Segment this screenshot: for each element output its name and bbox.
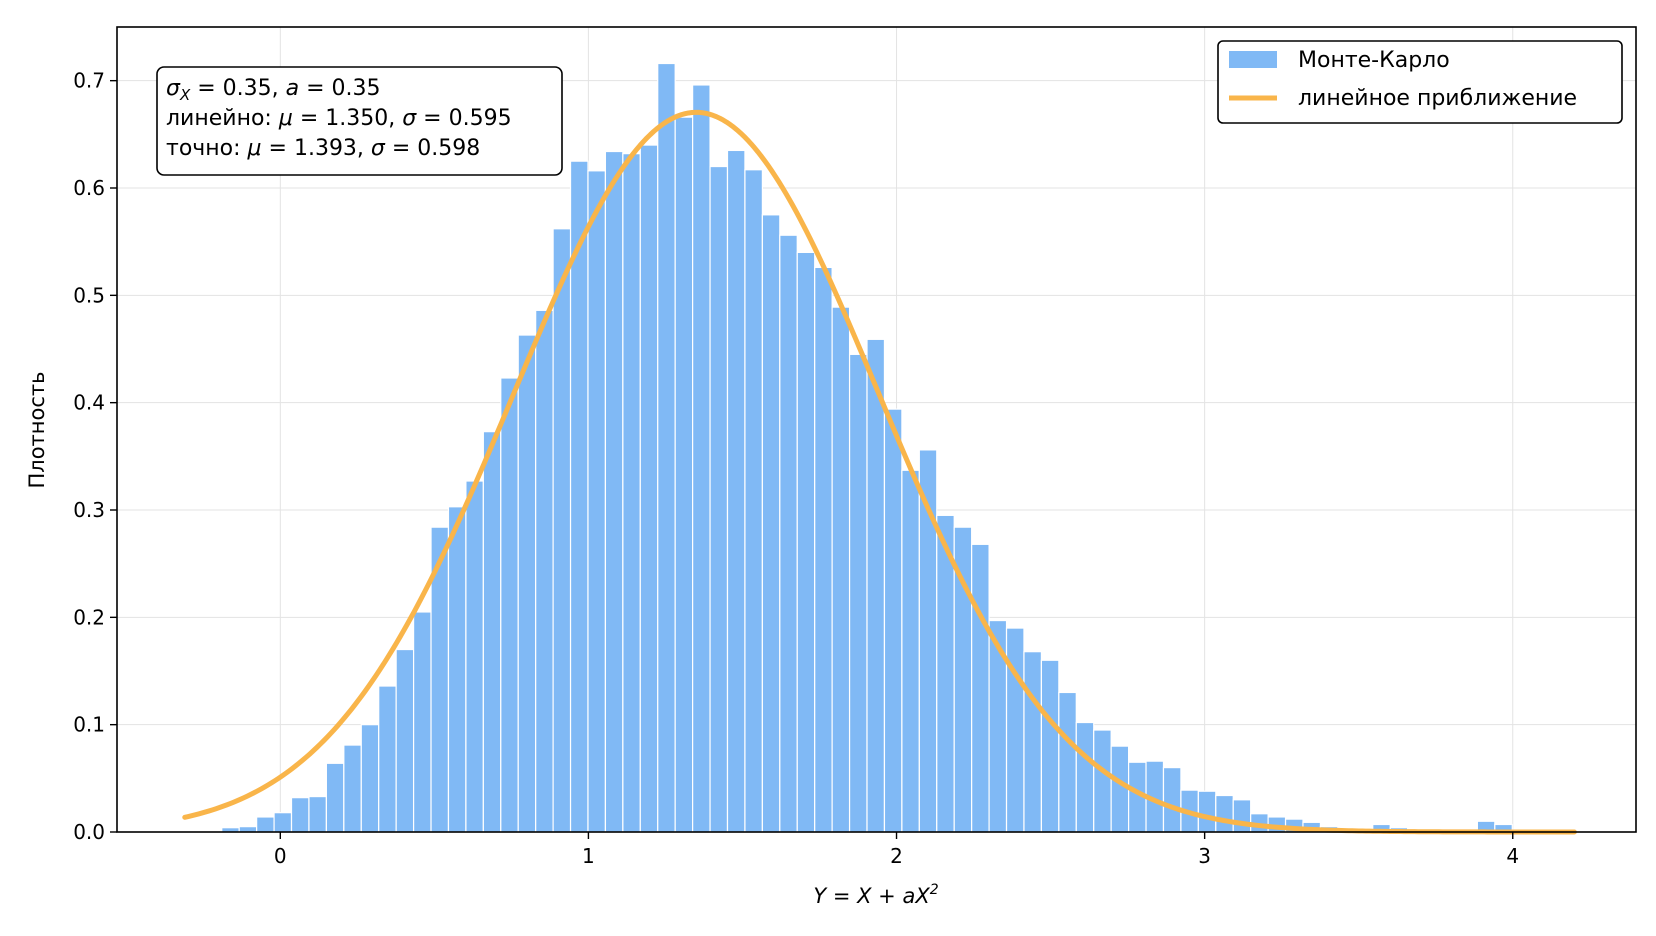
histogram-bar bbox=[709, 165, 729, 833]
y-tick-label: 0.4 bbox=[73, 391, 105, 415]
annotation-line-2: линейно: μ = 1.350, σ = 0.595 bbox=[166, 106, 512, 131]
histogram-bar bbox=[639, 144, 659, 833]
x-axis-ticks: 0 1 2 3 4 bbox=[274, 832, 1519, 868]
histogram-bar bbox=[779, 234, 798, 833]
x-tick-label: 4 bbox=[1506, 844, 1519, 868]
histogram-bar bbox=[744, 169, 763, 833]
legend-histogram-swatch bbox=[1229, 51, 1277, 68]
histogram-bar bbox=[552, 228, 572, 833]
histogram-bar bbox=[238, 826, 258, 833]
x-tick-label: 1 bbox=[582, 844, 595, 868]
histogram-bar bbox=[1075, 721, 1095, 833]
legend: Монте-Карло линейное приближение bbox=[1217, 40, 1623, 124]
histogram-bar bbox=[604, 150, 624, 833]
histogram-bar bbox=[1023, 651, 1043, 833]
y-axis-label: Плотность bbox=[25, 371, 49, 488]
histogram-bar bbox=[482, 431, 502, 833]
y-tick-label: 0.6 bbox=[73, 176, 105, 200]
histogram-bar bbox=[378, 685, 397, 833]
histogram-bar bbox=[971, 543, 990, 833]
histogram-bar bbox=[395, 648, 415, 833]
legend-histogram-label: Монте-Карло bbox=[1298, 48, 1450, 73]
histogram-bar bbox=[1093, 729, 1112, 833]
histogram-bar bbox=[1110, 745, 1130, 833]
plot-frame bbox=[116, 26, 1637, 833]
histogram-bar bbox=[796, 251, 816, 833]
histogram-bar bbox=[901, 469, 920, 833]
histogram-bar bbox=[692, 84, 711, 833]
histogram-bar bbox=[1058, 691, 1077, 833]
histogram-bar bbox=[848, 353, 868, 833]
annotation-line-1: σX = 0.35, a = 0.35 bbox=[166, 76, 381, 104]
histogram-bar bbox=[1215, 794, 1234, 833]
histogram-bar bbox=[674, 116, 694, 833]
curve-line bbox=[182, 109, 1577, 835]
svg-text:Y = X + aX2: Y = X + aX2 bbox=[813, 882, 938, 908]
histogram-bar bbox=[343, 744, 362, 833]
stats-annotation: σX = 0.35, a = 0.35 линейно: μ = 1.350, … bbox=[156, 66, 563, 176]
x-axis-label: Y = X + aX2 bbox=[813, 882, 938, 908]
histogram-bar bbox=[465, 480, 484, 833]
histogram-bar bbox=[535, 309, 554, 833]
histogram-bar bbox=[1005, 627, 1025, 833]
histogram-bar bbox=[622, 153, 641, 833]
histogram-bar bbox=[1162, 766, 1182, 833]
histogram-bars bbox=[221, 62, 1583, 833]
y-tick-label: 0.2 bbox=[73, 605, 105, 629]
histogram-bar bbox=[831, 306, 851, 833]
y-tick-label: 0.0 bbox=[73, 820, 105, 844]
histogram-bar bbox=[866, 338, 886, 833]
histogram-bar bbox=[360, 724, 380, 833]
histogram-bar bbox=[814, 266, 833, 833]
x-tick-label: 0 bbox=[274, 844, 287, 868]
histogram-bar bbox=[587, 170, 607, 833]
histogram-bar bbox=[290, 797, 310, 833]
y-tick-label: 0.7 bbox=[73, 69, 105, 93]
histogram-bar bbox=[308, 795, 327, 833]
histogram-bar bbox=[517, 334, 537, 833]
histogram-bar bbox=[273, 812, 293, 833]
histogram-bar bbox=[325, 762, 345, 833]
histogram-bar bbox=[657, 62, 676, 833]
y-axis-ticks: 0.0 0.1 0.2 0.3 0.4 0.5 0.6 0.7 bbox=[73, 69, 117, 844]
annotation-line-3: точно: μ = 1.393, σ = 0.598 bbox=[166, 136, 480, 161]
histogram-bar bbox=[500, 377, 519, 833]
histogram-bar bbox=[1232, 799, 1252, 833]
histogram-bar bbox=[1040, 659, 1060, 833]
histogram-bar bbox=[883, 408, 903, 833]
histogram-bar bbox=[256, 816, 275, 833]
histogram-bar bbox=[412, 611, 432, 833]
legend-curve-label: линейное приближение bbox=[1298, 86, 1577, 111]
histogram-bar bbox=[1197, 790, 1217, 833]
x-tick-label: 2 bbox=[890, 844, 903, 868]
y-tick-label: 0.5 bbox=[73, 283, 105, 307]
x-tick-label: 3 bbox=[1198, 844, 1211, 868]
histogram-bar bbox=[761, 214, 781, 833]
histogram-bar bbox=[726, 149, 746, 833]
y-tick-label: 0.1 bbox=[73, 713, 105, 737]
annotation-box bbox=[156, 66, 563, 176]
histogram-bar bbox=[447, 506, 467, 833]
y-tick-label: 0.3 bbox=[73, 498, 105, 522]
legend-box bbox=[1217, 40, 1623, 124]
